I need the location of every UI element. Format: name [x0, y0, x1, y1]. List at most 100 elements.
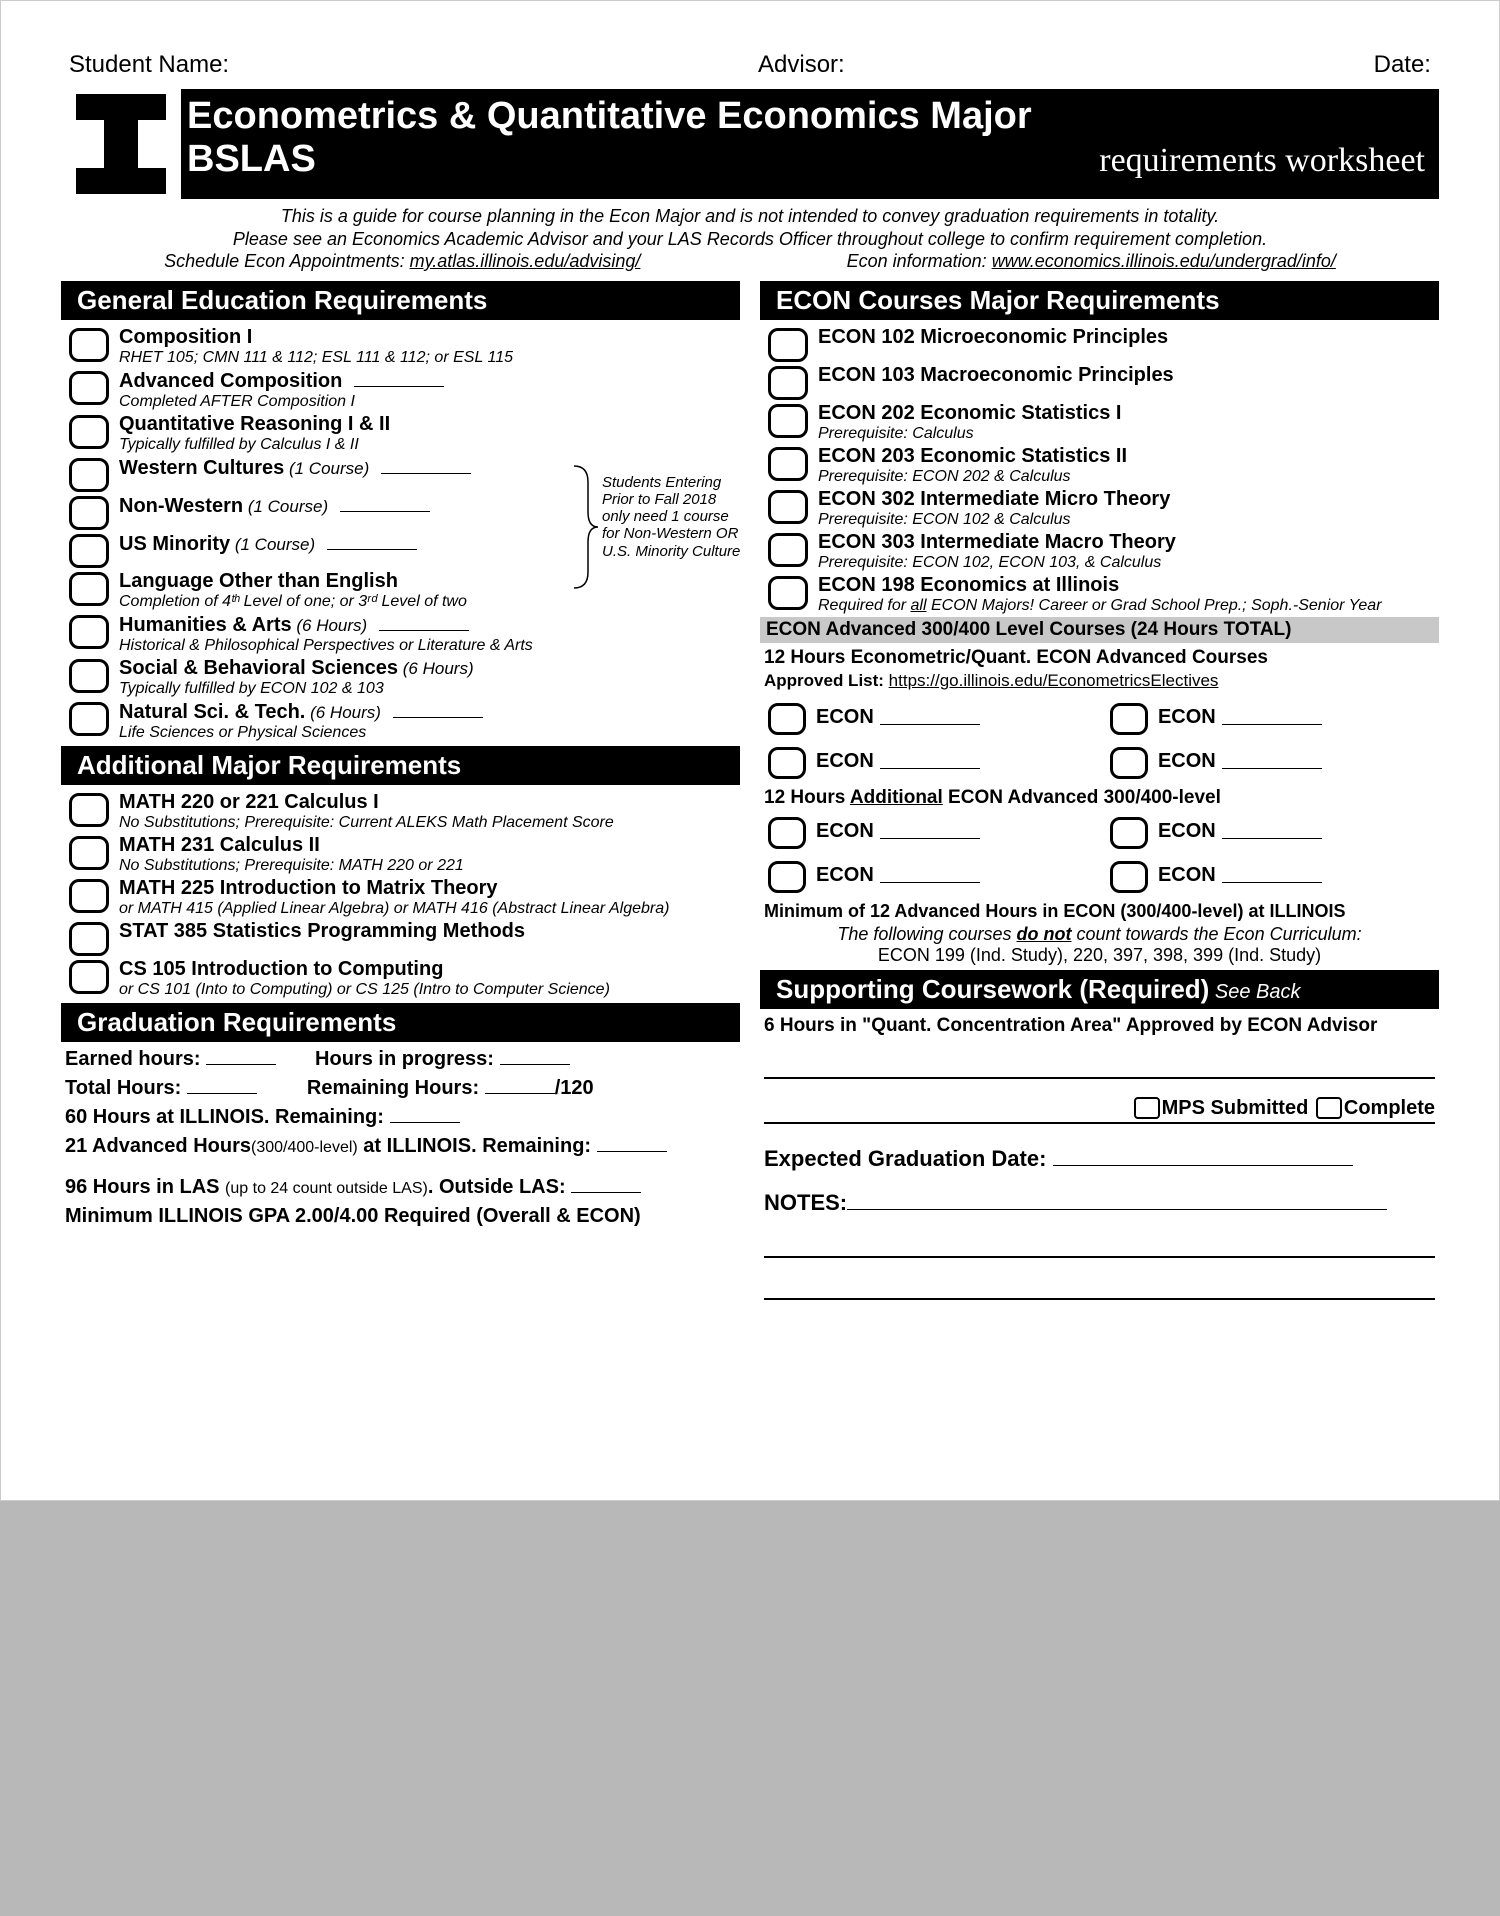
min-gpa-label: Minimum ILLINOIS GPA 2.00/4.00 Required …: [65, 1205, 641, 1227]
req-title: ECON 303 Intermediate Macro Theory: [818, 531, 1439, 554]
complete-checkbox[interactable]: [1316, 1097, 1342, 1119]
checkbox[interactable]: [768, 861, 806, 893]
grad-r1: Earned hours: Hours in progress:: [65, 1048, 736, 1071]
checkbox[interactable]: [1110, 817, 1148, 849]
banner-title: Econometrics & Quantitative Economics Ma…: [187, 95, 1425, 138]
checkbox[interactable]: [69, 328, 109, 362]
blank-line-1[interactable]: [764, 1055, 1435, 1079]
gened-row-2: Quantitative Reasoning I & IITypically f…: [69, 413, 740, 454]
checkbox[interactable]: [768, 404, 808, 438]
notes-line-3[interactable]: [764, 1276, 1435, 1300]
21-adv-label: 21 Advanced Hours: [65, 1135, 251, 1157]
checkbox[interactable]: [1110, 861, 1148, 893]
req-subtitle: or MATH 415 (Applied Linear Algebra) or …: [119, 900, 740, 918]
req-title: Language Other than English: [119, 570, 740, 593]
econ-row-2: ECON 202 Economic Statistics IPrerequisi…: [768, 402, 1439, 443]
approved-link[interactable]: https://go.illinois.edu/EconometricsElec…: [889, 671, 1219, 690]
checkbox[interactable]: [1110, 747, 1148, 779]
hours-progress-label: Hours in progress:: [315, 1048, 494, 1070]
gened-row-1: Advanced Composition Completed AFTER Com…: [69, 369, 740, 411]
donot-note: The following courses do not count towar…: [760, 924, 1439, 945]
checkbox[interactable]: [69, 534, 109, 568]
checkbox[interactable]: [69, 371, 109, 405]
mps-label: MPS Submitted: [1162, 1097, 1309, 1119]
checkbox[interactable]: [69, 659, 109, 693]
of-120: /120: [555, 1077, 594, 1099]
checkbox[interactable]: [69, 572, 109, 606]
gened-row-7: Humanities & Arts (6 Hours) Historical &…: [69, 613, 740, 655]
total-hours-label: Total Hours:: [65, 1077, 181, 1099]
req-subtitle: Prerequisite: ECON 202 & Calculus: [818, 468, 1439, 486]
econ-row-6: ECON 198 Economics at IllinoisRequired f…: [768, 574, 1439, 615]
remaining-hours-label: Remaining Hours:: [307, 1077, 479, 1099]
req-title: Advanced Composition: [119, 369, 740, 393]
econ-row-0: ECON 102 Microeconomic Principles: [768, 326, 1439, 362]
req-title: MATH 231 Calculus II: [119, 834, 740, 857]
checkbox[interactable]: [1110, 703, 1148, 735]
grad-r4: 21 Advanced Hours(300/400-level) at ILLI…: [65, 1135, 736, 1158]
checkbox[interactable]: [768, 817, 806, 849]
checkbox[interactable]: [768, 576, 808, 610]
checkbox[interactable]: [768, 447, 808, 481]
checkbox[interactable]: [768, 533, 808, 567]
req-subtitle: Required for all ECON Majors! Career or …: [818, 597, 1439, 615]
block-i-logo: [61, 89, 181, 199]
checkbox[interactable]: [768, 703, 806, 735]
grad-header: Graduation Requirements: [61, 1003, 740, 1042]
req-title: STAT 385 Statistics Programming Methods: [119, 920, 740, 943]
96-las-paren: (up to 24 count outside LAS): [225, 1180, 428, 1197]
econ-label: ECON: [1158, 864, 1216, 887]
req-subtitle: or CS 101 (Into to Computing) or CS 125 …: [119, 981, 740, 999]
student-name-label: Student Name:: [69, 51, 229, 79]
req-title: ECON 198 Economics at Illinois: [818, 574, 1439, 597]
banner-degree: BSLAS: [187, 138, 316, 181]
intro-line2: Please see an Economics Academic Advisor…: [61, 228, 1439, 251]
checkbox[interactable]: [69, 960, 109, 994]
checkbox[interactable]: [69, 496, 109, 530]
checkbox[interactable]: [69, 415, 109, 449]
intro-line1: This is a guide for course planning in t…: [61, 205, 1439, 228]
approved-list: Approved List: https://go.illinois.edu/E…: [764, 671, 1439, 691]
adv-h1: 12 Hours Econometric/Quant. ECON Advance…: [764, 647, 1439, 669]
approved-label: Approved List:: [764, 671, 889, 690]
advisor-label: Advisor:: [758, 51, 845, 79]
outside-las: . Outside LAS:: [428, 1176, 566, 1198]
intro-left-link[interactable]: my.atlas.illinois.edu/advising/: [410, 251, 641, 271]
econ-blank: ECON: [768, 815, 1070, 849]
gened-row-9: Natural Sci. & Tech. (6 Hours) Life Scie…: [69, 700, 740, 742]
mps-checkbox[interactable]: [1134, 1097, 1160, 1119]
req-title: Humanities & Arts (6 Hours): [119, 613, 740, 637]
req-subtitle: Prerequisite: ECON 102, ECON 103, & Calc…: [818, 554, 1439, 572]
intro-block: This is a guide for course planning in t…: [61, 205, 1439, 273]
checkbox[interactable]: [69, 615, 109, 649]
checkbox[interactable]: [69, 793, 109, 827]
econ-blank: ECON: [1110, 815, 1412, 849]
conc-area: 6 Hours in "Quant. Concentration Area" A…: [764, 1015, 1439, 1037]
grad-r2: Total Hours: Remaining Hours: /120: [65, 1077, 736, 1100]
econ-blank: ECON: [768, 701, 1070, 735]
checkbox[interactable]: [69, 922, 109, 956]
req-title: Composition I: [119, 326, 740, 349]
intro-right: Econ information:: [847, 251, 992, 271]
checkbox[interactable]: [69, 879, 109, 913]
notes-line-2[interactable]: [764, 1234, 1435, 1258]
econ-row-1: ECON 103 Macroeconomic Principles: [768, 364, 1439, 400]
adv-h2: 12 Hours Additional ECON Advanced 300/40…: [764, 787, 1439, 809]
checkbox[interactable]: [69, 836, 109, 870]
checkbox[interactable]: [69, 458, 109, 492]
req-subtitle: RHET 105; CMN 111 & 112; ESL 111 & 112; …: [119, 349, 740, 367]
addl-row-3: STAT 385 Statistics Programming Methods: [69, 920, 740, 956]
checkbox[interactable]: [768, 328, 808, 362]
support-header: Supporting Coursework (Required) See Bac…: [760, 970, 1439, 1009]
worksheet-page: Student Name: Advisor: Date: Econometric…: [0, 0, 1500, 1501]
econ-label: ECON: [816, 820, 874, 843]
left-column: General Education Requirements Compositi…: [61, 277, 740, 1300]
checkbox[interactable]: [69, 702, 109, 736]
req-subtitle: Prerequisite: Calculus: [818, 425, 1439, 443]
checkbox[interactable]: [768, 490, 808, 524]
checkbox[interactable]: [768, 366, 808, 400]
right-column: ECON Courses Major Requirements ECON 102…: [760, 277, 1439, 1300]
checkbox[interactable]: [768, 747, 806, 779]
req-title: Social & Behavioral Sciences (6 Hours): [119, 657, 740, 680]
intro-right-link[interactable]: www.economics.illinois.edu/undergrad/inf…: [992, 251, 1336, 271]
